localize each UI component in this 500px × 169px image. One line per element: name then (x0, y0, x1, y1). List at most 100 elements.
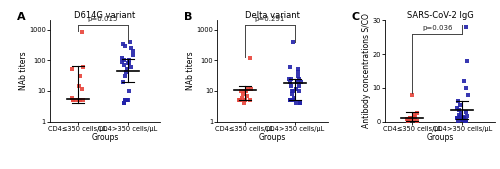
Point (294, 68, 302, 71)
Point (292, 102, 300, 105)
Point (121, 99, 129, 102)
Point (120, 64, 128, 66)
Point (403, 118, 411, 120)
Point (288, 90, 296, 92)
Title: SARS-CoV-2 IgG: SARS-CoV-2 IgG (406, 10, 474, 19)
Point (122, 99, 130, 102)
Point (121, 75, 129, 78)
Point (410, 114, 418, 116)
Point (286, 84, 294, 87)
Point (242, 90, 250, 92)
Point (125, 90, 133, 92)
Text: p=0.036: p=0.036 (422, 25, 452, 31)
Point (236, 99, 244, 102)
Point (289, 99, 297, 102)
Point (413, 112, 421, 115)
Point (463, 59, 471, 62)
Point (462, 26, 470, 28)
Point (286, 66, 294, 68)
Point (411, 115, 419, 118)
Text: p=0.015: p=0.015 (88, 16, 118, 22)
Point (454, 100, 462, 103)
Point (458, 115, 466, 118)
Point (75, 84, 83, 87)
Point (288, 99, 296, 102)
Point (120, 102, 128, 105)
Point (119, 42, 127, 45)
Y-axis label: NAb titers: NAb titers (186, 52, 195, 90)
Point (290, 90, 298, 92)
Point (454, 117, 462, 120)
Point (456, 115, 464, 118)
Point (296, 102, 304, 105)
Text: p=0.291: p=0.291 (255, 16, 285, 22)
Point (78, 87, 86, 90)
Point (236, 99, 244, 102)
Point (458, 118, 466, 120)
Point (406, 116, 414, 119)
Point (286, 99, 294, 102)
Y-axis label: NAb titers: NAb titers (18, 52, 28, 90)
Point (294, 84, 302, 87)
Point (294, 71, 302, 74)
X-axis label: Groups: Groups (92, 133, 119, 142)
Point (244, 87, 252, 90)
Point (290, 96, 298, 99)
Point (460, 116, 468, 119)
Point (70, 99, 78, 102)
Point (292, 87, 300, 90)
Point (413, 119, 421, 122)
Point (246, 87, 254, 90)
Point (410, 119, 418, 121)
Point (406, 117, 414, 120)
Point (286, 99, 294, 102)
Point (120, 102, 128, 105)
Point (68, 68, 76, 71)
Point (288, 77, 296, 80)
Point (123, 68, 131, 71)
Point (72, 99, 80, 102)
Point (290, 40, 298, 43)
Point (120, 80, 128, 83)
Point (127, 66, 135, 68)
X-axis label: Groups: Groups (259, 133, 286, 142)
Point (246, 56, 254, 59)
Point (458, 119, 466, 121)
Y-axis label: Antibody concentrations S/CO: Antibody concentrations S/CO (362, 14, 371, 128)
Text: B: B (184, 12, 193, 22)
Point (128, 47, 136, 49)
Point (243, 94, 251, 97)
Point (297, 80, 305, 83)
Point (462, 119, 469, 122)
Point (295, 77, 303, 80)
Point (129, 53, 137, 56)
Point (459, 119, 467, 121)
Point (74, 99, 82, 102)
Point (122, 44, 130, 47)
X-axis label: Groups: Groups (426, 133, 454, 142)
Point (453, 117, 461, 120)
Point (294, 75, 302, 78)
Point (404, 120, 412, 122)
Title: D614G variant: D614G variant (74, 10, 136, 19)
Point (78, 30, 86, 33)
Point (295, 90, 303, 92)
Point (458, 112, 466, 115)
Point (453, 117, 461, 120)
Title: Delta variant: Delta variant (245, 10, 300, 19)
Point (126, 40, 134, 43)
Point (296, 102, 304, 105)
Point (464, 93, 471, 96)
Point (408, 93, 416, 96)
Point (79, 99, 87, 102)
Point (76, 99, 84, 102)
Point (458, 118, 466, 120)
Point (120, 59, 128, 62)
Point (122, 71, 130, 74)
Point (237, 90, 245, 92)
Point (460, 80, 468, 82)
Point (286, 80, 294, 83)
Point (129, 50, 137, 52)
Point (461, 119, 469, 122)
Point (454, 120, 462, 122)
